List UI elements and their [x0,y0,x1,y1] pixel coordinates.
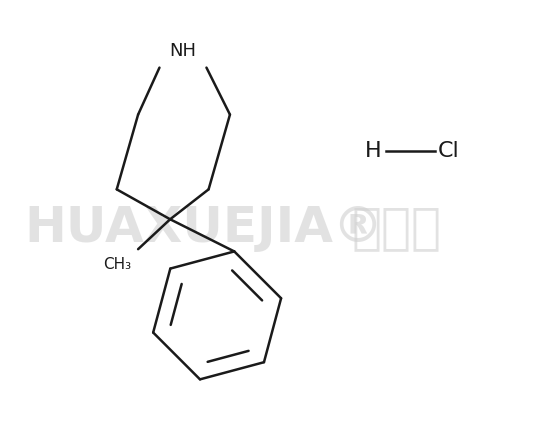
Text: H: H [365,141,382,161]
Text: CH₃: CH₃ [102,257,131,272]
Text: NH: NH [169,43,196,60]
Text: HUAXUEJIA®: HUAXUEJIA® [25,204,384,252]
Text: 化学加: 化学加 [352,204,441,252]
Text: Cl: Cl [438,141,459,161]
